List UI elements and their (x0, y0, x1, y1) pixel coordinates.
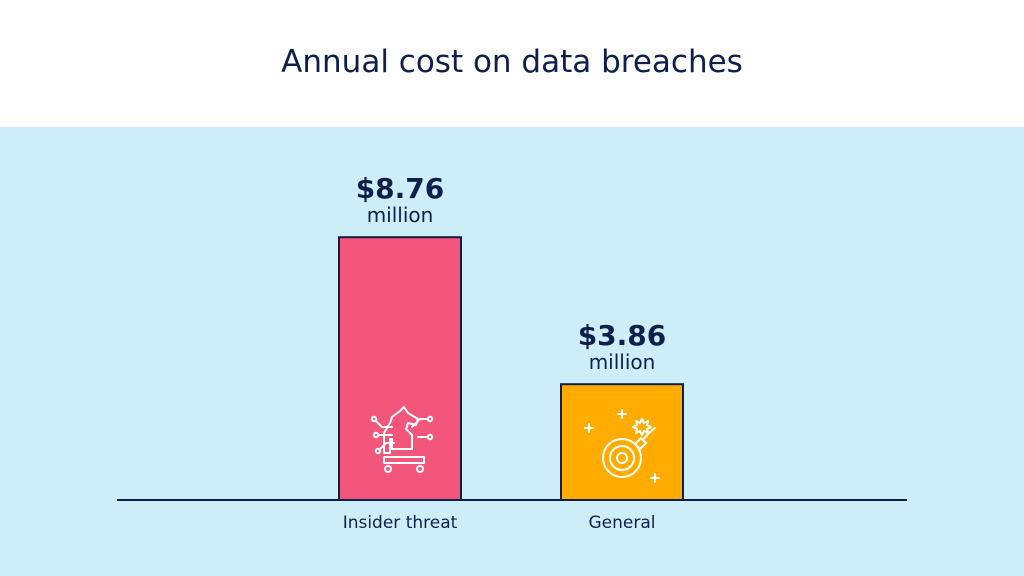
x-tick-label: Insider threat (343, 513, 458, 533)
header: Annual cost on data breaches (0, 0, 1024, 127)
bar-general (560, 383, 684, 502)
chart-panel (0, 127, 1024, 576)
data-label-value: $8.76 (356, 172, 445, 205)
bomb-icon (584, 409, 660, 483)
data-label-unit: million (367, 203, 434, 227)
bar-insider-threat (338, 236, 462, 501)
data-label-unit: million (589, 350, 656, 374)
x-tick-label: General (589, 513, 656, 533)
data-label-value: $3.86 (578, 319, 667, 352)
chart-title: Annual cost on data breaches (281, 44, 743, 80)
trojan-horse-icon (370, 406, 434, 473)
